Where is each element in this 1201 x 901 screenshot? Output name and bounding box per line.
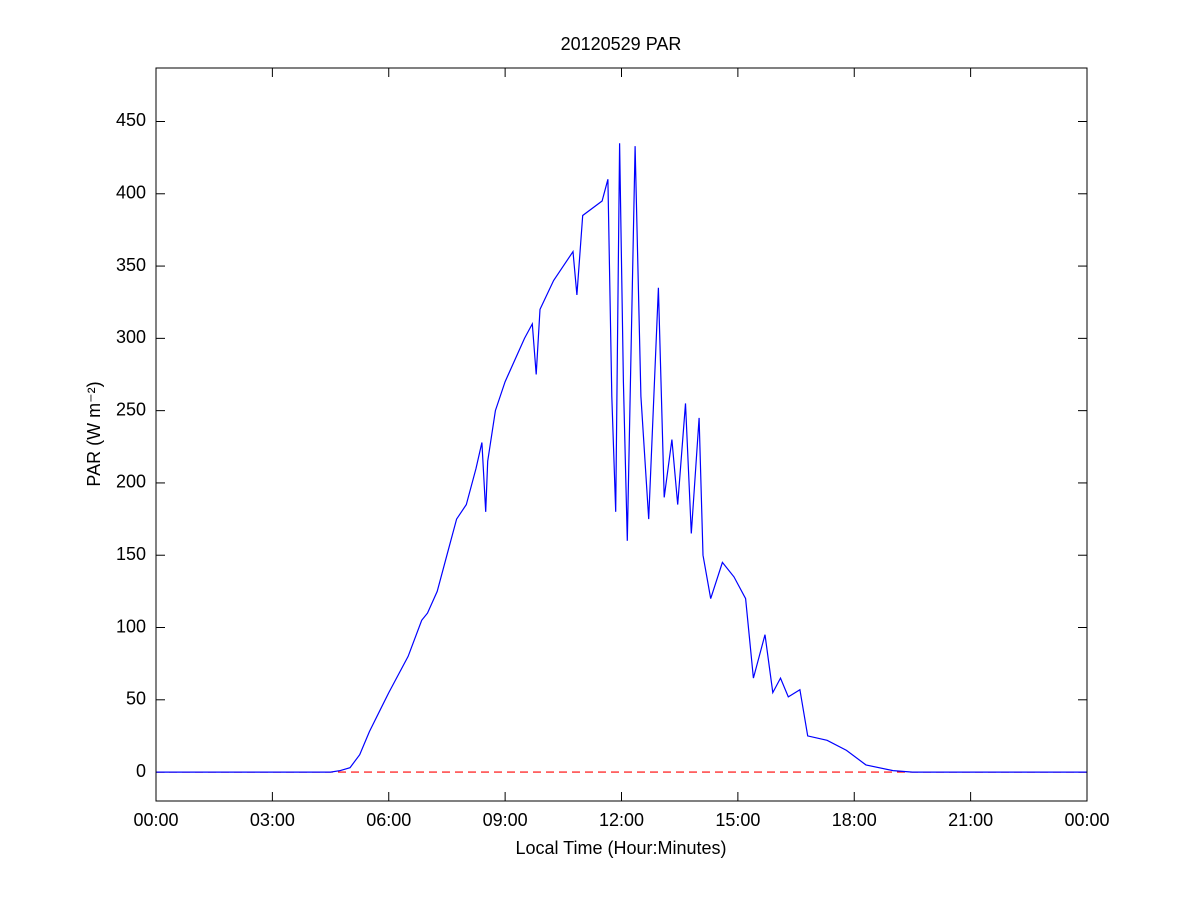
x-tick-label: 06:00: [366, 810, 411, 830]
x-axis-label: Local Time (Hour:Minutes): [515, 838, 726, 858]
y-tick-label: 150: [116, 544, 146, 564]
x-tick-label: 12:00: [599, 810, 644, 830]
y-tick-label: 350: [116, 255, 146, 275]
y-tick-label: 300: [116, 327, 146, 347]
x-tick-label: 15:00: [715, 810, 760, 830]
x-tick-label: 21:00: [948, 810, 993, 830]
y-tick-label: 50: [126, 689, 146, 709]
y-tick-label: 400: [116, 183, 146, 203]
axes-frame: [155, 67, 1088, 802]
y-tick-label: 100: [116, 616, 146, 636]
x-tick-label: 00:00: [133, 810, 178, 830]
x-tick-label: 00:00: [1064, 810, 1109, 830]
y-tick-label: 450: [116, 110, 146, 130]
x-tick-label: 03:00: [250, 810, 295, 830]
y-tick-label: 250: [116, 399, 146, 419]
y-axis-label: PAR (W m⁻²): [84, 381, 104, 486]
y-tick-label: 200: [116, 472, 146, 492]
chart-title: 20120529 PAR: [561, 34, 682, 54]
x-tick-label: 18:00: [832, 810, 877, 830]
data-line: [156, 143, 1087, 773]
x-tick-label: 09:00: [483, 810, 528, 830]
y-tick-label: 0: [136, 761, 146, 781]
